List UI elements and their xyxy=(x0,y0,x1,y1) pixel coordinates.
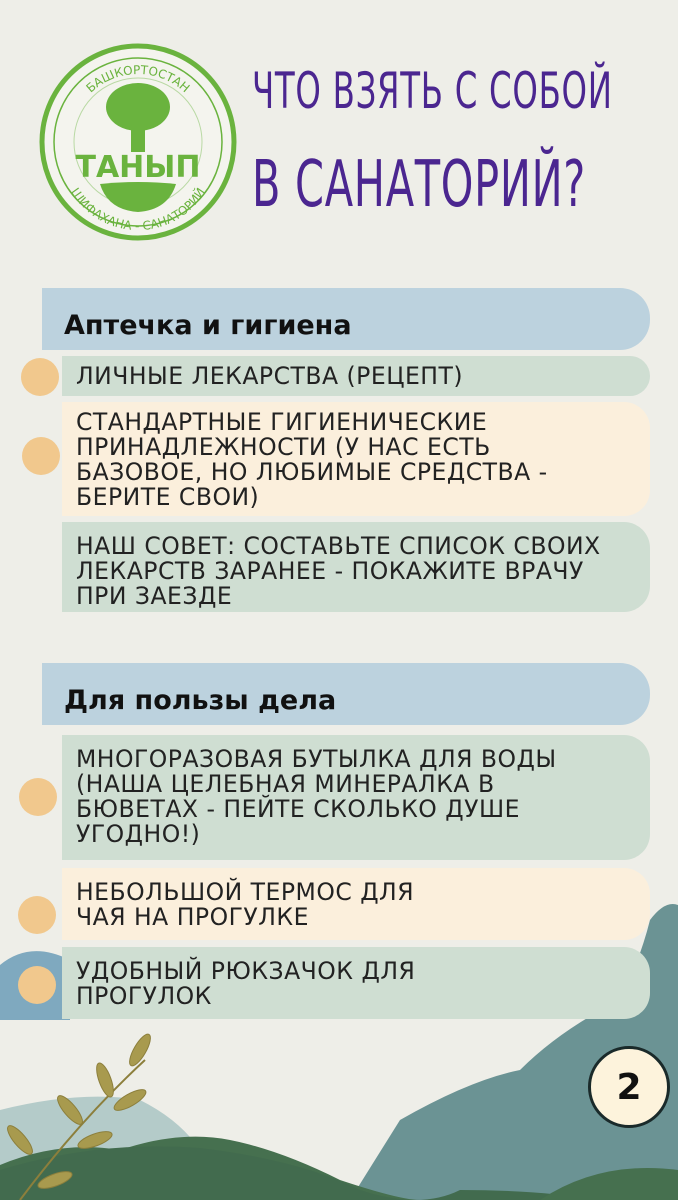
page-title-line1: ЧТО ВЗЯТЬ С СОБОЙ xyxy=(252,62,613,120)
list-item: НАШ СОВЕТ: СОСТАВЬТЕ СПИСОК СВОИХ ЛЕКАРС… xyxy=(62,522,650,612)
section-heading-first-aid: Аптечка и гигиена xyxy=(42,288,650,350)
bullet-dot-icon xyxy=(21,358,59,396)
bullet-dot-icon xyxy=(22,437,60,475)
section-heading-useful: Для пользы дела xyxy=(42,663,650,725)
list-item: МНОГОРАЗОВАЯ БУТЫЛКА ДЛЯ ВОДЫ (НАША ЦЕЛЕ… xyxy=(62,735,650,860)
bullet-dot-icon xyxy=(18,896,56,934)
page-title-line2: В САНАТОРИЙ? xyxy=(252,148,587,222)
list-item: ЛИЧНЫЕ ЛЕКАРСТВА (РЕЦЕПТ) xyxy=(62,356,650,396)
list-item: СТАНДАРТНЫЕ ГИГИЕНИЧЕСКИЕ ПРИНАДЛЕЖНОСТИ… xyxy=(62,402,650,516)
tanyp-logo: БАШКОРТОСТАН ШИФАХАНА - САНАТОРИЙ ТАНЫП xyxy=(39,43,237,241)
svg-text:ТАНЫП: ТАНЫП xyxy=(76,150,201,185)
page-number-badge: 2 xyxy=(588,1046,670,1128)
list-item: НЕБОЛЬШОЙ ТЕРМОС ДЛЯ ЧАЯ НА ПРОГУЛКЕ xyxy=(62,868,650,940)
leaf-branch-icon xyxy=(7,1033,151,1200)
bullet-dot-icon xyxy=(18,966,56,1004)
bullet-dot-icon xyxy=(19,778,57,816)
list-item: УДОБНЫЙ РЮКЗАЧОК ДЛЯ ПРОГУЛОК xyxy=(62,947,650,1019)
